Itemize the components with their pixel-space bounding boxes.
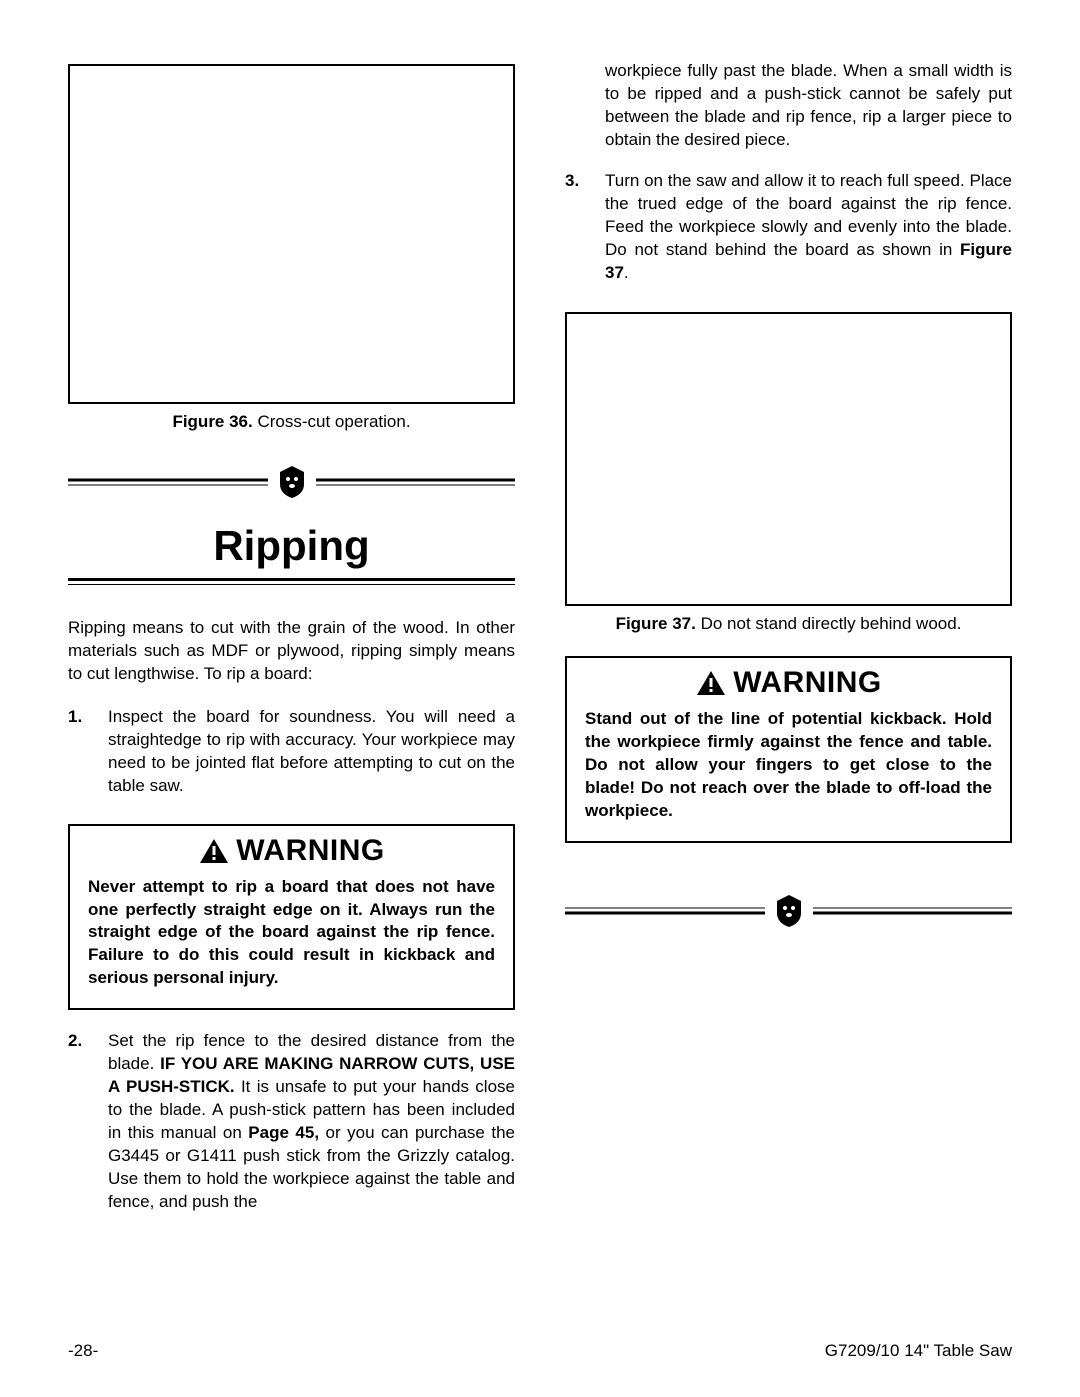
warning-1-title: WARNING <box>236 834 385 868</box>
intro-paragraph: Ripping means to cut with the grain of t… <box>68 617 515 686</box>
figure-37-placeholder <box>565 312 1012 606</box>
step-2-continuation: workpiece fully past the blade. When a s… <box>565 60 1012 152</box>
figure-36-caption: Figure 36. Cross-cut operation. <box>68 412 515 432</box>
document-title: G7209/10 14" Table Saw <box>825 1341 1012 1361</box>
figure-37-label-bold: Figure 37. <box>616 614 696 633</box>
step-2-number: 2. <box>68 1030 108 1214</box>
page-number: -28- <box>68 1341 98 1361</box>
step-1-number: 1. <box>68 706 108 798</box>
figure-36-placeholder <box>68 64 515 404</box>
warning-2-title: WARNING <box>733 666 882 700</box>
warning-2-text: Stand out of the line of potential kickb… <box>585 708 992 823</box>
warning-2-header: WARNING <box>585 666 992 700</box>
figure-36-label-rest: Cross-cut operation. <box>253 412 411 431</box>
step-2: 2. Set the rip fence to the desired dist… <box>68 1030 515 1214</box>
page-footer: -28- G7209/10 14" Table Saw <box>68 1341 1012 1361</box>
right-column: workpiece fully past the blade. When a s… <box>565 60 1012 1320</box>
step-1-text: Inspect the board for soundness. You wil… <box>108 706 515 798</box>
steps-list-left-2: 2. Set the rip fence to the desired dist… <box>68 1030 515 1232</box>
title-underline <box>68 578 515 585</box>
warning-1-header: WARNING <box>88 834 495 868</box>
step-2-text: Set the rip fence to the desired distanc… <box>108 1030 515 1214</box>
figure-36-label-bold: Figure 36. <box>172 412 252 431</box>
warning-triangle-icon <box>695 669 727 697</box>
step-3-text: Turn on the saw and allow it to reach fu… <box>605 170 1012 285</box>
page-content: Figure 36. Cross-cut operation. Ripping … <box>68 60 1012 1320</box>
left-column: Figure 36. Cross-cut operation. Ripping … <box>68 60 515 1320</box>
step-1: 1. Inspect the board for soundness. You … <box>68 706 515 798</box>
warning-1-text: Never attempt to rip a board that does n… <box>88 876 495 991</box>
warning-triangle-icon <box>198 837 230 865</box>
steps-list-right: 3. Turn on the saw and allow it to reach… <box>565 170 1012 303</box>
section-title: Ripping <box>68 522 515 570</box>
bear-icon <box>771 893 807 929</box>
section-divider-bottom <box>565 891 1012 931</box>
bear-icon <box>274 464 310 500</box>
steps-list-left: 1. Inspect the board for soundness. You … <box>68 706 515 816</box>
figure-37-caption: Figure 37. Do not stand directly behind … <box>565 614 1012 634</box>
step-3: 3. Turn on the saw and allow it to reach… <box>565 170 1012 285</box>
section-divider-top <box>68 462 515 502</box>
step-3-number: 3. <box>565 170 605 285</box>
warning-box-2: WARNING Stand out of the line of potenti… <box>565 656 1012 843</box>
warning-box-1: WARNING Never attempt to rip a board tha… <box>68 824 515 1011</box>
figure-37-label-rest: Do not stand directly behind wood. <box>696 614 962 633</box>
